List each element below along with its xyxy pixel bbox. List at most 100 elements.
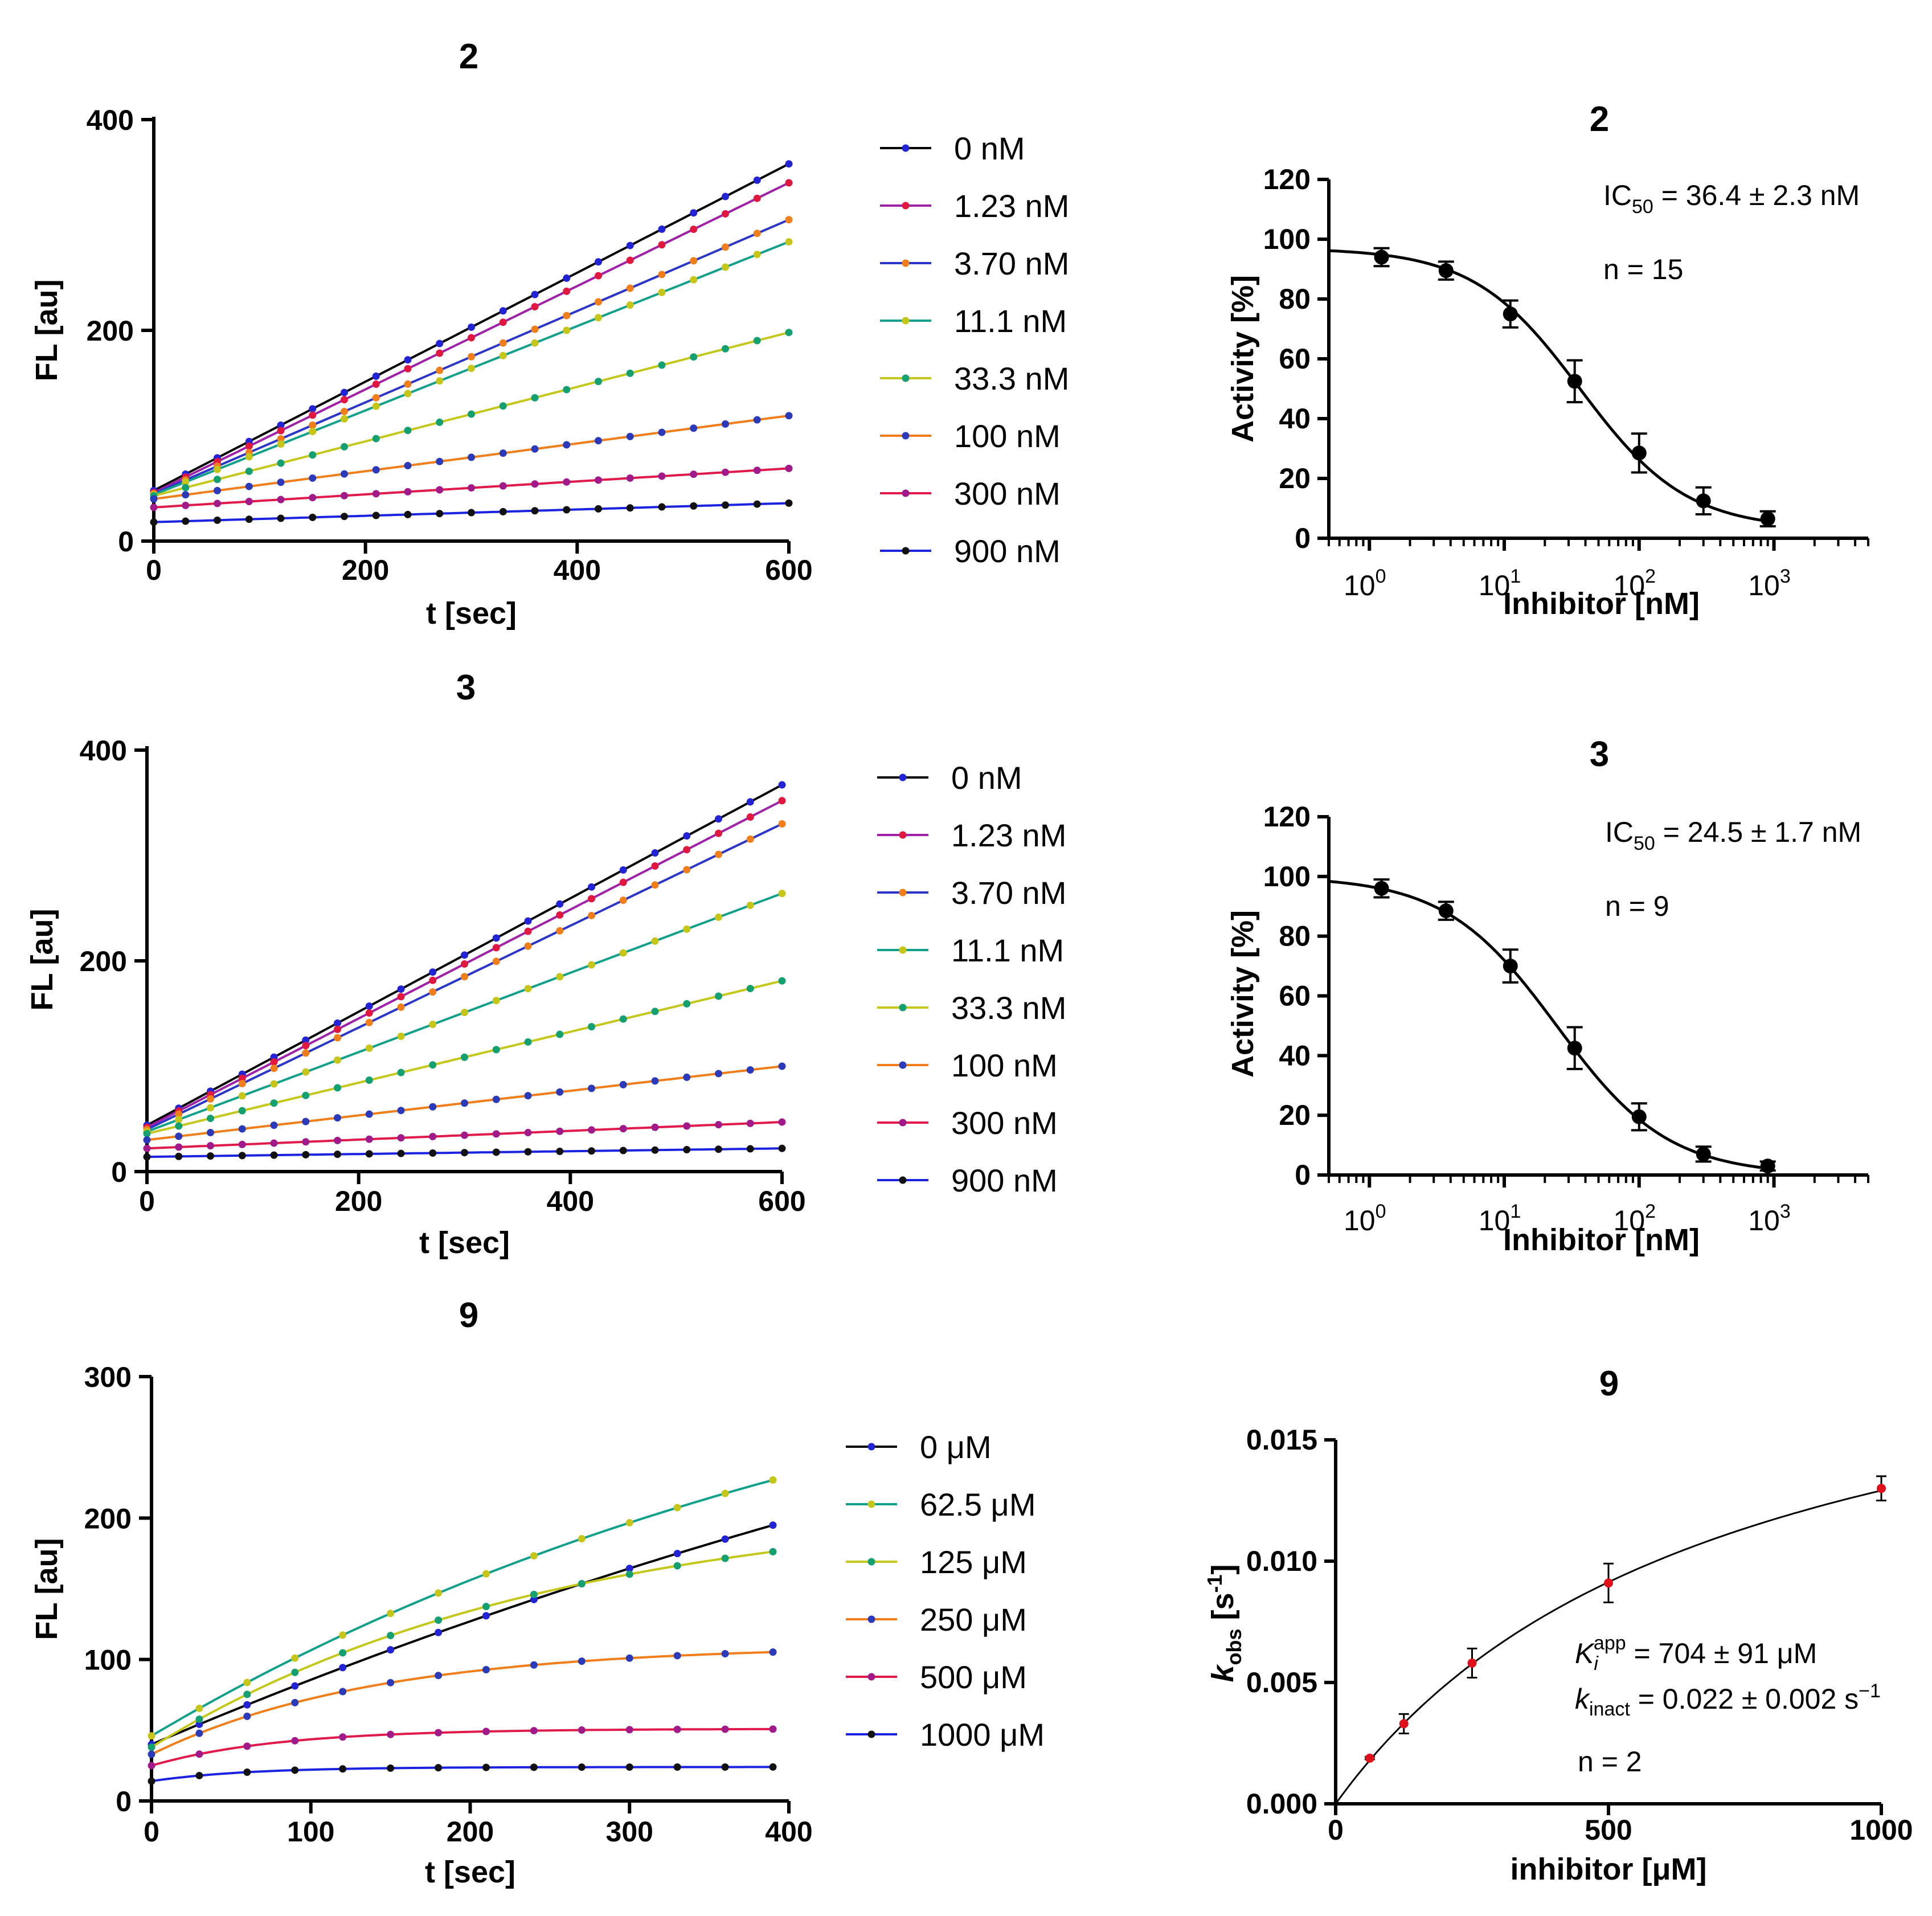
data-point <box>387 1610 395 1618</box>
data-point <box>429 1132 437 1140</box>
data-point <box>309 513 317 521</box>
data-point <box>524 1148 532 1156</box>
data-point <box>524 927 532 935</box>
x-tick-label: 200 <box>335 1185 382 1217</box>
y-tick-label: 100 <box>1263 861 1311 893</box>
data-point <box>778 820 786 828</box>
data-point <box>499 507 507 515</box>
data-point <box>651 862 659 870</box>
data-point <box>1696 493 1711 509</box>
data-point <box>341 388 348 396</box>
y-tick-label: 60 <box>1279 343 1311 375</box>
x-tick-label: 103 <box>1748 1201 1791 1237</box>
legend-label: 0 nM <box>951 760 1022 796</box>
legend-label: 250 μM <box>920 1602 1027 1637</box>
data-point <box>658 288 666 296</box>
data-point <box>243 1678 251 1686</box>
legend-swatch-dot <box>902 202 910 210</box>
data-point <box>339 1765 347 1773</box>
n-annotation: n = 15 <box>1603 253 1683 285</box>
legend-swatch-dot <box>902 432 910 440</box>
data-point <box>722 243 729 251</box>
x-tick-label: 600 <box>765 554 812 586</box>
data-point <box>625 1570 633 1578</box>
ki-superscript: app <box>1594 1632 1626 1654</box>
x-axis-label: Inhibitor [nM] <box>1503 1223 1700 1257</box>
data-point <box>482 1570 490 1578</box>
data-point <box>270 1099 278 1107</box>
data-point <box>302 1042 310 1050</box>
y-label-sup: -1 <box>1203 1574 1226 1592</box>
data-point <box>435 1764 443 1772</box>
x-tick-base: 10 <box>1344 1205 1376 1237</box>
series-line <box>151 1524 773 1746</box>
data-point <box>195 1729 203 1737</box>
data-point <box>556 1030 564 1038</box>
x-tick-label: 102 <box>1613 566 1656 601</box>
data-point <box>397 1149 405 1157</box>
data-point <box>404 488 412 496</box>
legend-swatch-dot <box>867 1500 875 1508</box>
legend-swatch-dot <box>899 1004 907 1012</box>
data-point <box>245 482 253 490</box>
data-point <box>715 815 722 823</box>
data-point <box>302 1049 310 1057</box>
data-point <box>365 1076 373 1084</box>
y-label-close: ] <box>1206 1564 1240 1574</box>
data-point <box>1503 959 1518 974</box>
kinact-superscript: −1 <box>1859 1680 1881 1702</box>
data-point <box>753 230 761 238</box>
data-point <box>238 1125 246 1133</box>
data-point <box>588 1084 595 1092</box>
data-point <box>397 1003 405 1011</box>
data-point <box>492 934 500 942</box>
data-point <box>715 913 722 921</box>
data-point <box>588 1023 595 1031</box>
data-point <box>334 1084 341 1092</box>
data-point <box>372 380 380 388</box>
panel-p9kin: 9 0 100 200 300 400 0 100 200 300 t [sec] FL [au] 0 … <box>30 1296 1045 1889</box>
data-point <box>753 416 761 424</box>
data-point <box>461 1149 468 1157</box>
data-point <box>492 997 500 1005</box>
legend-swatch-dot <box>867 1673 875 1681</box>
data-point <box>673 1550 681 1558</box>
x-tick-label: 400 <box>765 1816 812 1848</box>
data-point <box>753 500 761 508</box>
data-point <box>651 1123 659 1131</box>
data-point <box>492 957 500 965</box>
series-line <box>151 1727 773 1767</box>
data-point <box>404 380 412 388</box>
data-point <box>270 1058 278 1066</box>
data-point <box>524 942 532 950</box>
data-point <box>721 1763 729 1771</box>
data-point <box>435 1589 443 1597</box>
legend-label: 300 nM <box>954 476 1061 511</box>
x-tick-base: 10 <box>1613 1205 1645 1237</box>
legend-label: 0 μM <box>920 1429 992 1465</box>
data-point <box>195 1720 203 1728</box>
legend-label: 125 μM <box>920 1544 1027 1580</box>
data-point <box>563 287 571 295</box>
data-point <box>721 1489 729 1497</box>
data-point <box>530 1590 538 1598</box>
x-tick-label: 0 <box>1328 1814 1344 1846</box>
kinact-annotation: kinact = 0.022 ± 0.002 s−1 <box>1575 1680 1881 1720</box>
ki-value: = 704 ± 91 μM <box>1626 1637 1818 1669</box>
data-point <box>1438 903 1454 919</box>
y-label-k: k <box>1206 1664 1240 1682</box>
data-point <box>492 1095 500 1103</box>
data-point <box>722 193 729 200</box>
data-point <box>595 314 602 322</box>
x-axis-label: Inhibitor [nM] <box>1503 587 1700 621</box>
data-point <box>658 241 666 249</box>
data-point <box>461 960 468 968</box>
data-point <box>302 1117 310 1125</box>
data-point <box>429 976 437 984</box>
data-point <box>207 1115 214 1123</box>
fit-curve <box>1328 880 1769 1170</box>
data-point <box>291 1698 299 1706</box>
data-point <box>673 1763 681 1771</box>
